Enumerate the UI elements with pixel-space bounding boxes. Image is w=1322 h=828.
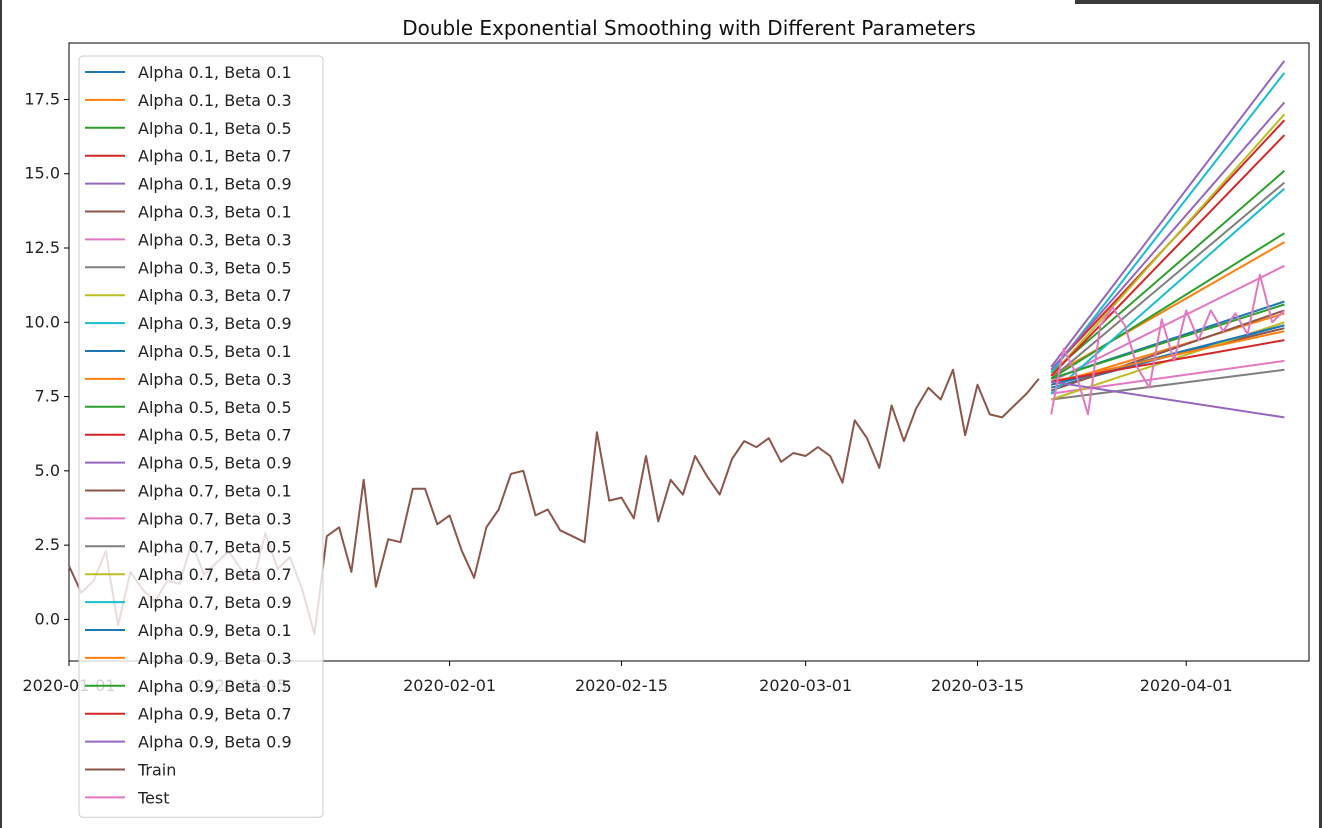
series-line xyxy=(1050,72,1286,374)
legend-label: Alpha 0.1, Beta 0.5 xyxy=(138,119,292,138)
legend-label: Alpha 0.7, Beta 0.9 xyxy=(138,593,292,612)
legend-label: Alpha 0.7, Beta 0.3 xyxy=(138,509,292,528)
series-line xyxy=(1050,101,1286,371)
legend-label: Alpha 0.5, Beta 0.9 xyxy=(138,454,292,473)
y-tick-label: 0.0 xyxy=(35,609,60,628)
y-tick-label: 15.0 xyxy=(24,164,60,183)
legend-label: Alpha 0.3, Beta 0.3 xyxy=(138,230,292,249)
legend: Alpha 0.1, Beta 0.1 Alpha 0.1, Beta 0.3 Al… xyxy=(78,55,324,818)
series-line xyxy=(1050,134,1286,377)
series-line xyxy=(1050,187,1286,395)
legend-label: Alpha 0.1, Beta 0.9 xyxy=(138,175,292,194)
legend-label: Train xyxy=(137,761,176,780)
series-lines xyxy=(68,60,1286,636)
x-tick-label: 2020-03-01 xyxy=(759,676,852,695)
x-tick-label: 2020-02-15 xyxy=(575,676,668,695)
y-tick-label: 2.5 xyxy=(35,535,60,554)
series-line xyxy=(1050,264,1285,383)
x-tick-label: 2020-02-01 xyxy=(403,676,496,695)
series-line xyxy=(1050,60,1286,368)
series-line xyxy=(1050,330,1285,383)
legend-label: Test xyxy=(137,788,170,807)
y-tick-label: 5.0 xyxy=(35,461,60,480)
chart-title: Double Exponential Smoothing with Differ… xyxy=(402,16,976,40)
legend-label: Alpha 0.3, Beta 0.1 xyxy=(138,203,292,222)
series-line xyxy=(1050,232,1285,380)
legend-label: Alpha 0.7, Beta 0.7 xyxy=(138,565,292,584)
legend-label: Alpha 0.5, Beta 0.5 xyxy=(138,398,292,417)
series-line xyxy=(1050,113,1286,377)
y-tick-label: 10.0 xyxy=(24,312,60,331)
x-tick-label: 2020-04-01 xyxy=(1140,676,1233,695)
legend-label: Alpha 0.9, Beta 0.7 xyxy=(138,705,292,724)
legend-label: Alpha 0.9, Beta 0.3 xyxy=(138,649,292,668)
legend-box xyxy=(78,55,324,818)
legend-label: Alpha 0.7, Beta 0.5 xyxy=(138,537,292,556)
y-tick-label: 7.5 xyxy=(35,387,60,406)
legend-label: Alpha 0.9, Beta 0.1 xyxy=(138,621,292,640)
legend-label: Alpha 0.1, Beta 0.3 xyxy=(138,91,292,110)
window-right-border xyxy=(1319,0,1322,828)
legend-label: Alpha 0.5, Beta 0.1 xyxy=(138,342,292,361)
y-tick-label: 12.5 xyxy=(24,238,60,257)
y-tick-label: 17.5 xyxy=(24,89,60,108)
series-line xyxy=(1050,170,1286,374)
series-line xyxy=(1050,309,1285,392)
series-line xyxy=(1051,380,1285,419)
legend-label: Alpha 0.7, Beta 0.1 xyxy=(138,482,292,501)
legend-label: Alpha 0.3, Beta 0.7 xyxy=(138,286,292,305)
window-top-bar xyxy=(1075,0,1322,4)
series-line xyxy=(1050,181,1286,380)
legend-label: Alpha 0.9, Beta 0.9 xyxy=(138,733,292,752)
series-line xyxy=(1051,339,1285,383)
legend-label: Alpha 0.3, Beta 0.9 xyxy=(138,314,292,333)
series-line xyxy=(1050,273,1286,416)
legend-label: Alpha 0.3, Beta 0.5 xyxy=(138,258,292,277)
legend-label: Alpha 0.9, Beta 0.5 xyxy=(138,677,292,696)
legend-label: Alpha 0.5, Beta 0.7 xyxy=(138,426,292,445)
legend-label: Alpha 0.1, Beta 0.1 xyxy=(138,63,292,82)
window-left-border xyxy=(0,0,2,828)
plot-frame xyxy=(68,42,1310,662)
x-tick-label: 2020-03-15 xyxy=(931,676,1024,695)
legend-label: Alpha 0.5, Beta 0.3 xyxy=(138,370,292,389)
legend-label: Alpha 0.1, Beta 0.7 xyxy=(138,147,292,166)
